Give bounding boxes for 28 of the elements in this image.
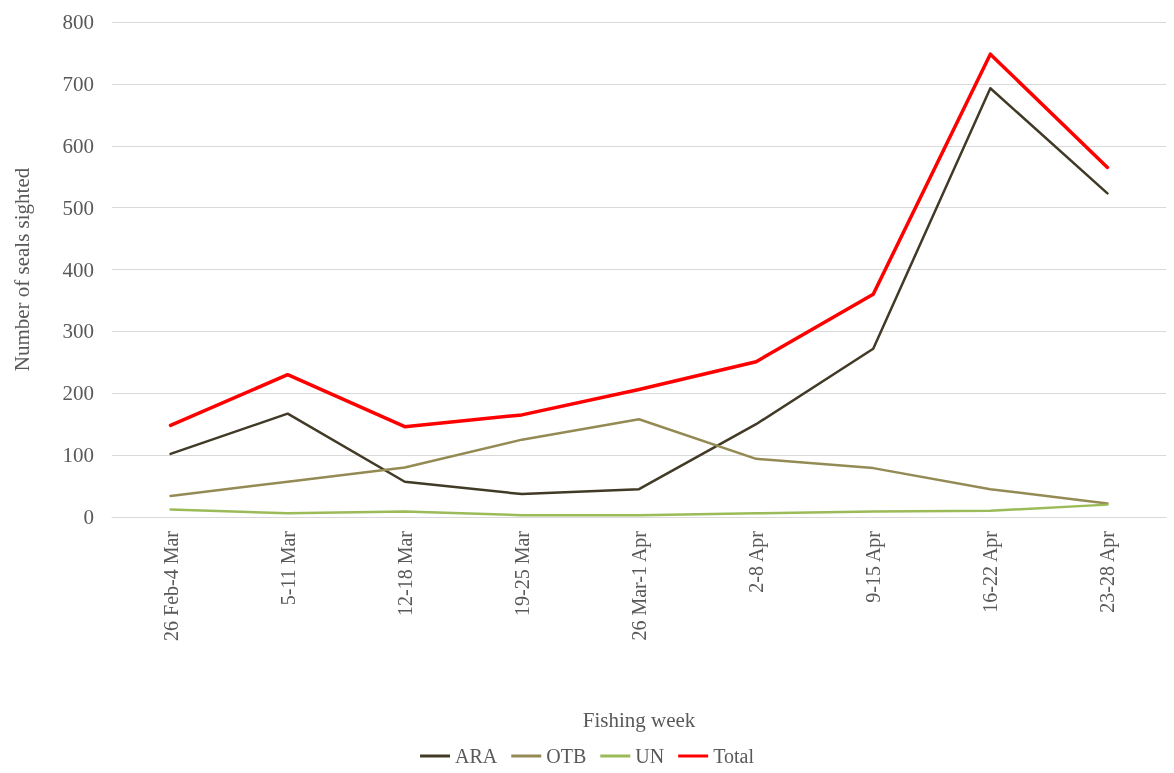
y-tick-label: 0: [83, 505, 94, 529]
x-tick-label: 26 Mar-1 Apr: [628, 530, 651, 641]
y-tick-label: 700: [62, 71, 94, 96]
legend-label: ARA: [455, 745, 498, 767]
x-tick-label: 19-25 Mar: [510, 530, 533, 616]
y-tick-label: 200: [62, 381, 94, 406]
x-tick-label: 26 Feb-4 Mar: [159, 530, 182, 641]
legend-label: Total: [713, 745, 755, 767]
x-tick-label: 23-28 Apr: [1096, 530, 1120, 613]
y-tick-label: 300: [62, 319, 94, 344]
y-tick-label: 800: [62, 10, 94, 34]
legend-label: OTB: [546, 745, 587, 767]
y-tick-label: 600: [62, 133, 94, 158]
legend-label: UN: [635, 745, 665, 767]
line-series: [169, 417, 1109, 505]
x-axis-title: Fishing week: [582, 707, 696, 732]
x-tick-label: 16-22 Apr: [979, 530, 1003, 613]
x-tick-label: 9-15 Apr: [862, 530, 886, 603]
y-axis-title: Number of seals sighted: [9, 167, 34, 372]
line-series: [169, 503, 1109, 517]
line-series: [168, 52, 1110, 429]
x-tick-label: 12-18 Mar: [393, 530, 416, 616]
line-series: [169, 86, 1109, 496]
y-tick-label: 500: [62, 195, 94, 220]
x-tick-label: 2-8 Apr: [745, 530, 769, 593]
y-tick-label: 400: [62, 257, 94, 282]
x-tick-label: 5-11 Mar: [276, 530, 299, 606]
y-tick-label: 100: [62, 443, 94, 468]
